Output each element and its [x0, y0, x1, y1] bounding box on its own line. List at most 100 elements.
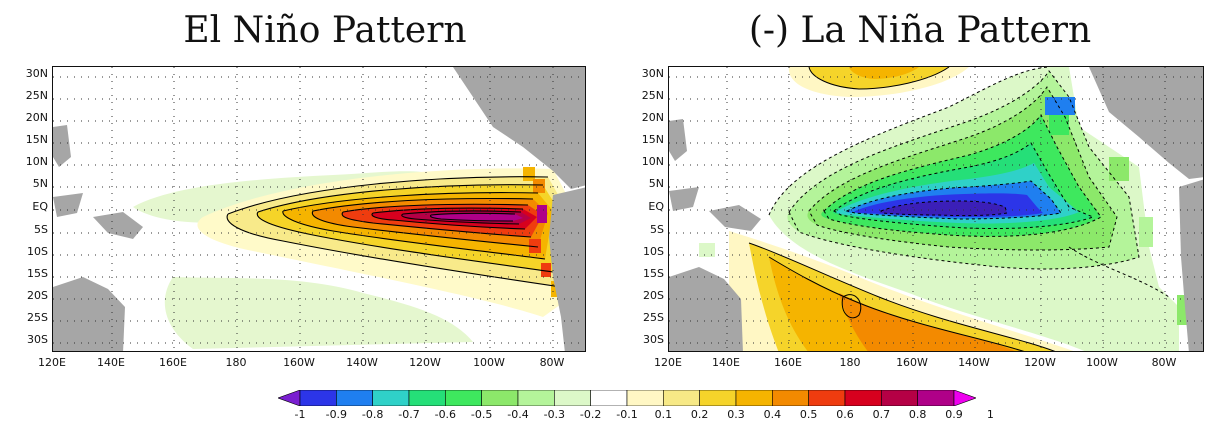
- el-nino-land-australia: [53, 277, 125, 351]
- colorbar-swatch: [554, 390, 591, 406]
- lat-tick-label: 30S: [27, 333, 48, 346]
- el-nino-land-indonesia: [53, 193, 83, 217]
- el-nino-contour-8: [429, 212, 516, 222]
- colorbar-swatch: [881, 390, 918, 406]
- lon-tick-label: 120W: [1024, 356, 1056, 369]
- colorbar-swatch: [699, 390, 737, 406]
- colorbar-swatch: [299, 390, 337, 406]
- lon-tick-label: 160W: [283, 356, 315, 369]
- lat-tick-label: 5S: [34, 223, 48, 236]
- la-nina-map-panel: 30N 25N 20N 15N 10N 5N EQ 5S 10S 15S 20S…: [642, 66, 1204, 369]
- lon-tick-label: 120W: [409, 356, 441, 369]
- lat-tick-label: 5S: [650, 223, 664, 236]
- la-nina-green-cell-1: [1049, 115, 1069, 135]
- colorbar-tick-label: -0.6: [434, 408, 457, 421]
- lon-tick-label: 80W: [539, 356, 565, 369]
- colorbar-swatch: [445, 390, 482, 406]
- el-nino-band-9: [430, 213, 523, 221]
- la-nina-green-southeast: [1069, 297, 1168, 351]
- lat-tick-label: 10N: [25, 155, 48, 168]
- lat-tick-label: 5N: [648, 177, 664, 190]
- colorbar-tick-label: 0.3: [727, 408, 745, 421]
- la-nina-green-cell-south: [699, 243, 715, 257]
- colorbar-tick-label: -0.9: [325, 408, 348, 421]
- colorbar-tick-label: 0.8: [908, 408, 927, 421]
- la-nina-blue-cell: [1045, 97, 1075, 115]
- lon-tick-label: 140W: [958, 356, 990, 369]
- lat-tick-label: 10N: [641, 155, 664, 168]
- lat-tick-label: 15S: [27, 267, 48, 280]
- el-nino-land-new-guinea: [93, 212, 143, 239]
- colorbar-tick-label: 0.1: [654, 408, 673, 421]
- la-nina-dashed-contours: [768, 67, 1170, 298]
- el-nino-light-green-south: [164, 277, 473, 349]
- colorbar-tick-label: 0.9: [945, 408, 963, 421]
- lat-tick-label: 25S: [27, 311, 48, 324]
- el-nino-land-south-america: [549, 187, 585, 351]
- colorbar-tick-label: -0.8: [361, 408, 384, 421]
- el-nino-map-panel: 30N 25N 20N 15N 10N 5N EQ 5S 10S 15S 20S…: [26, 66, 586, 369]
- la-nina-map-canvas: [669, 67, 1203, 351]
- colorbar-swatch: [735, 390, 773, 406]
- lon-tick-label: 120E: [38, 356, 66, 369]
- colorbar-tick-label: 0.5: [799, 408, 818, 421]
- la-nina-green-cell-3: [1139, 217, 1153, 247]
- colorbar-tick-label: -0.4: [507, 408, 529, 421]
- colorbar-swatch: [517, 390, 555, 406]
- lon-tick-label: 160E: [159, 356, 187, 369]
- el-nino-contours: [226, 176, 562, 288]
- el-nino-contour-7: [401, 210, 522, 225]
- lon-tick-label: 100W: [1086, 356, 1118, 369]
- colorbar-tick-label: -0.7: [398, 408, 420, 421]
- lat-tick-label: 10S: [27, 245, 48, 258]
- colorbar-tick-label: -0.5: [470, 408, 493, 421]
- la-nina-dashed-contour-7: [880, 200, 1008, 217]
- la-nina-land: [669, 67, 1203, 351]
- el-nino-contour-2: [256, 184, 554, 273]
- colorbar-swatch: [408, 390, 446, 406]
- colorbar-swatch: [917, 390, 955, 406]
- el-nino-lon-axis: 120E 140E 160E 180 160W 140W 120W 100W 8…: [38, 356, 586, 372]
- colorbar-swatch: [372, 390, 410, 406]
- lon-tick-label: 160E: [774, 356, 802, 369]
- lon-tick-label: 140E: [97, 356, 125, 369]
- la-nina-purple: [879, 201, 1007, 216]
- el-nino-map-canvas: [53, 67, 585, 351]
- lat-tick-label: 15S: [643, 267, 664, 280]
- la-nina-map: [668, 66, 1204, 352]
- la-nina-contour-island: [841, 294, 862, 319]
- la-nina-contours: [748, 67, 1170, 351]
- la-nina-land-philippines: [669, 119, 687, 161]
- el-nino-grid: [53, 67, 585, 351]
- el-nino-land-central-america: [453, 67, 585, 189]
- la-nina-dashed-contour-3: [808, 86, 1118, 251]
- la-nina-contour-south-1: [748, 242, 1056, 351]
- la-nina-lon-axis: 120E 140E 160E 180 160W 140W 120W 100W 8…: [654, 356, 1204, 372]
- lat-tick-label: 20S: [643, 289, 664, 302]
- lat-tick-label: 25S: [643, 311, 664, 324]
- el-nino-lat-axis: 30N 25N 20N 15N 10N 5N EQ 5S 10S 15S 20S…: [18, 66, 48, 352]
- lon-tick-label: 160W: [896, 356, 928, 369]
- la-nina-land-new-guinea: [709, 205, 761, 231]
- el-nino-land-philippines: [53, 125, 71, 167]
- lat-tick-label: 30N: [25, 67, 48, 80]
- lat-tick-label: 30N: [641, 67, 664, 80]
- el-nino-coastal-cell-1: [523, 167, 535, 181]
- la-nina-dashed-contour-5: [833, 142, 1095, 230]
- lon-tick-label: 140W: [346, 356, 378, 369]
- lon-tick-label: 180: [839, 356, 861, 369]
- lat-tick-label: 20N: [25, 111, 48, 124]
- colorbar-swatch: [663, 390, 700, 406]
- la-nina-grid: [669, 67, 1203, 351]
- la-nina-lat-axis: 30N 25N 20N 15N 10N 5N EQ 5S 10S 15S 20S…: [634, 66, 664, 352]
- la-nina-land-central-america: [1089, 67, 1203, 179]
- colorbar-tick-label: 0.6: [836, 408, 854, 421]
- lon-tick-label: 80W: [1151, 356, 1177, 369]
- colorbar-tick-label: 0.2: [690, 408, 709, 421]
- colorbar-swatch: [808, 390, 846, 406]
- el-nino-title: El Niño Pattern: [183, 10, 467, 51]
- el-nino-map: [52, 66, 586, 352]
- colorbar-min-arrow: [278, 390, 301, 406]
- lat-tick-label: 30S: [643, 333, 664, 346]
- lat-tick-label: 20N: [641, 111, 664, 124]
